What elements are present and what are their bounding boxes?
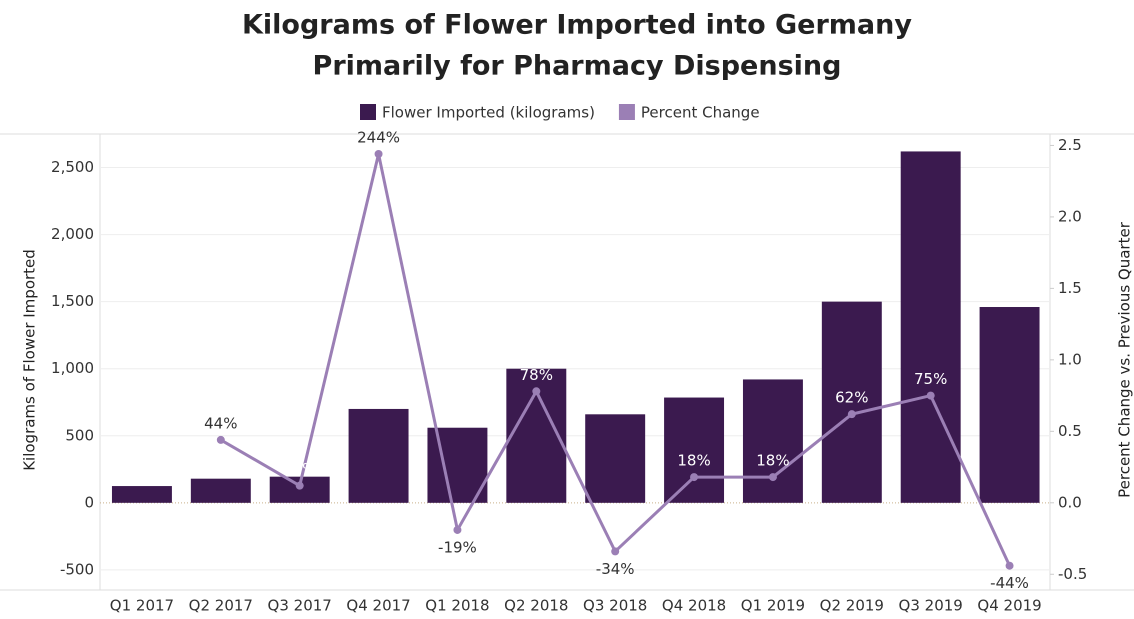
legend-swatch (618, 104, 635, 120)
y-tick-label: 1,500 (51, 292, 94, 310)
point (532, 387, 541, 396)
x-tick-label: Q1 2019 (741, 597, 805, 615)
data-label: -19% (438, 538, 477, 556)
legend-label: Flower Imported (kilograms) (382, 104, 595, 122)
bar (979, 307, 1040, 503)
chart-title: Primarily for Pharmacy Dispensing (313, 51, 842, 82)
y2-axis-title: Percent Change vs. Previous Quarter (1116, 221, 1134, 498)
y2-tick-label: 0.0 (1058, 493, 1082, 511)
chart-title: Kilograms of Flower Imported into German… (242, 10, 912, 41)
x-tick-label: Q4 2018 (662, 597, 726, 615)
point (374, 150, 383, 159)
point (847, 410, 856, 419)
data-label: 75% (914, 370, 947, 388)
y2-tick-label: 1.0 (1058, 350, 1082, 368)
point (690, 473, 699, 482)
bar (585, 414, 646, 503)
point (216, 435, 225, 444)
y-tick-label: 1,000 (51, 359, 94, 377)
x-tick-label: Q2 2019 (820, 597, 884, 615)
data-label: -44% (990, 574, 1029, 592)
bar (821, 301, 882, 503)
data-label: 18% (756, 452, 789, 470)
x-tick-label: Q3 2019 (899, 597, 963, 615)
y-tick-label: -500 (60, 560, 94, 578)
x-tick-label: Q2 2017 (189, 597, 253, 615)
point (611, 547, 620, 556)
y2-tick-label: 0.5 (1058, 422, 1082, 440)
y-tick-label: 2,500 (51, 158, 94, 176)
y2-tick-label: 1.5 (1058, 279, 1082, 297)
data-label: 244% (357, 129, 400, 147)
y2-tick-label: -0.5 (1058, 565, 1087, 583)
point (768, 473, 777, 482)
point (926, 391, 935, 400)
x-tick-label: Q2 2018 (504, 597, 568, 615)
legend-swatch (360, 104, 376, 120)
data-label: -34% (596, 560, 635, 578)
data-label: 78% (520, 366, 553, 384)
y-tick-label: 0 (84, 493, 94, 511)
bar (664, 397, 725, 503)
y-tick-label: 2,000 (51, 225, 94, 243)
point (295, 481, 304, 490)
legend-label: Percent Change (641, 104, 760, 122)
x-tick-label: Q4 2019 (977, 597, 1041, 615)
bar (742, 379, 803, 503)
y2-tick-label: 2.5 (1058, 136, 1082, 154)
x-tick-label: Q1 2017 (110, 597, 174, 615)
line (220, 153, 1011, 567)
bar (190, 478, 251, 503)
bar (111, 486, 172, 503)
data-label: 62% (835, 389, 868, 407)
y2-tick-label: 2.0 (1058, 207, 1082, 225)
y-axis-title: Kilograms of Flower Imported (21, 249, 39, 471)
bar (900, 151, 961, 503)
x-tick-label: Q3 2018 (583, 597, 647, 615)
x-tick-label: Q4 2017 (346, 597, 410, 615)
data-label: 44% (204, 414, 237, 432)
data-label: 18% (677, 452, 710, 470)
point (1005, 561, 1014, 570)
point (453, 525, 462, 534)
data-label: 12% (283, 460, 316, 478)
x-tick-label: Q3 2017 (268, 597, 332, 615)
y-tick-label: 500 (65, 426, 94, 444)
bar (348, 408, 409, 503)
x-tick-label: Q1 2018 (425, 597, 489, 615)
